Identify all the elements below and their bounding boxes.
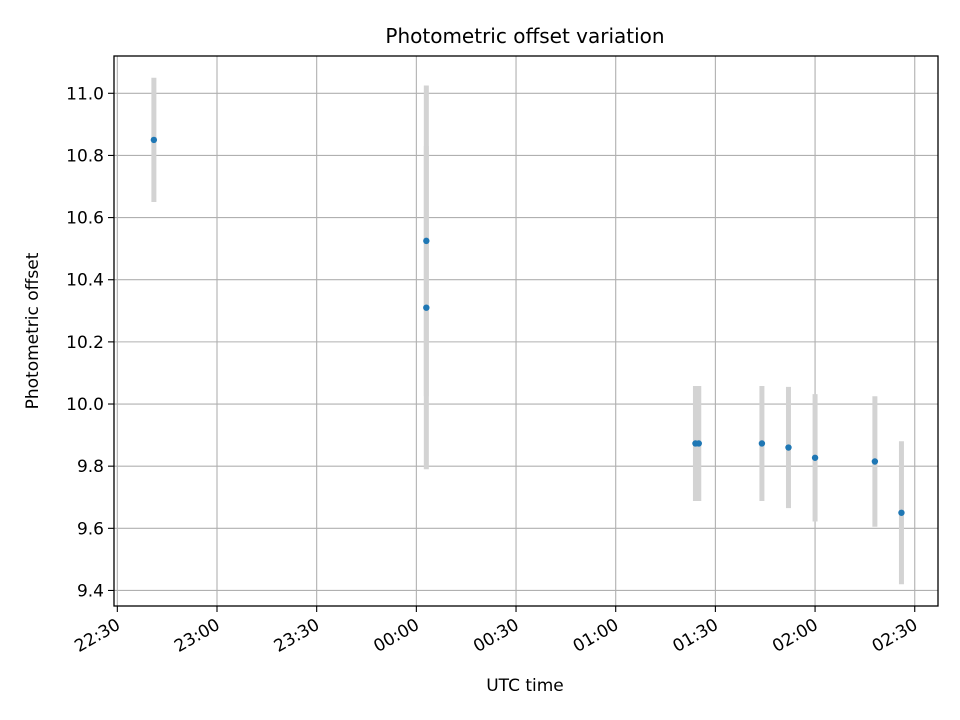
- x-tick-label: 02:00: [769, 615, 821, 657]
- y-tick-label: 9.4: [77, 581, 104, 601]
- chart-title: Photometric offset variation: [385, 24, 664, 48]
- y-tick-label: 10.6: [66, 209, 104, 229]
- x-axis-label: UTC time: [486, 676, 564, 696]
- y-tick-label: 10.0: [66, 395, 104, 415]
- data-point: [695, 440, 702, 447]
- data-point: [150, 136, 158, 144]
- data-point: [898, 509, 905, 516]
- x-tick-label: 00:30: [470, 615, 522, 657]
- plot-frame: [113, 55, 939, 607]
- data-point: [423, 304, 430, 311]
- x-tick-label: 01:00: [570, 615, 622, 657]
- y-tick-label: 11.0: [66, 84, 104, 104]
- y-tick-label: 10.8: [66, 146, 104, 166]
- data-point: [871, 458, 879, 465]
- x-tick-label: 23:00: [171, 615, 223, 657]
- data-point: [811, 454, 819, 461]
- data-points: [150, 136, 905, 516]
- data-point: [758, 440, 766, 447]
- x-axis-ticks: 22:30 23:00 23:30 00:00 00:30 01:00 01:30 02:00…: [71, 606, 921, 657]
- error-bars: [151, 77, 904, 585]
- y-tick-label: 10.2: [66, 333, 104, 353]
- grid: [114, 56, 938, 606]
- x-tick-label: 00:00: [370, 615, 422, 657]
- data-point: [423, 237, 430, 245]
- x-tick-label: 02:30: [869, 615, 921, 657]
- y-axis-label: Photometric offset: [23, 252, 43, 409]
- data-point: [785, 444, 792, 451]
- x-tick-label: 22:30: [71, 615, 123, 657]
- y-tick-label: 9.6: [77, 519, 104, 539]
- x-tick-label: 23:30: [271, 615, 323, 657]
- x-tick-label: 01:30: [669, 615, 721, 657]
- y-tick-label: 10.4: [66, 271, 104, 291]
- y-tick-label: 9.8: [77, 457, 104, 477]
- y-axis-ticks: 9.4 9.6 9.8 10.0 10.2 10.4 10.6 10.8 11.0: [66, 84, 114, 601]
